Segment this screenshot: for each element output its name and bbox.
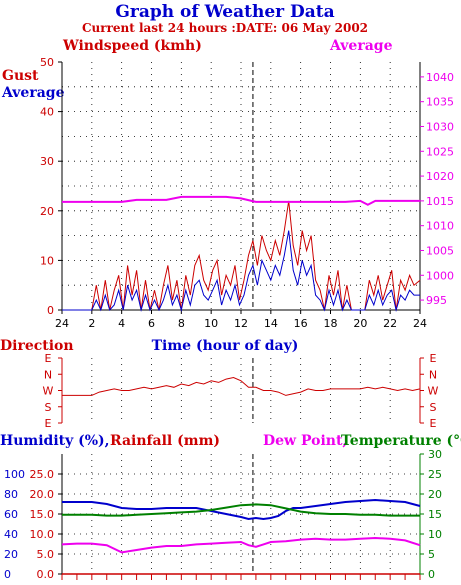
y2-tick-label: 1015 [426,195,454,208]
average-left-label: Average [1,85,65,101]
chart-subtitle: Current last 24 hours :DATE: 06 May 2002 [82,21,368,35]
series-line-blue [62,230,420,312]
direction-line [62,376,421,396]
x-tick-label: 8 [178,317,185,330]
y-tick-label: 20 [40,205,54,218]
rainfall-tick-label: 0.0 [37,568,55,581]
temperature-tick-label: 15 [428,508,442,521]
chart-title: Graph of Weather Data [115,2,334,22]
rainfall-label: Rainfall (mm) [110,433,220,449]
x-tick-label: 16 [294,317,308,330]
dir-tick-label-left: N [44,368,52,381]
y-tick-label: 0 [47,304,54,317]
x-tick-label: 20 [353,317,367,330]
average-right-label: Average [329,38,393,54]
humidity-tick-label: 80 [4,488,18,501]
time-axis-label: Time (hour of day) [152,338,299,354]
temperature-label: Temperature (°C) [341,433,461,449]
series-line-blue [62,498,421,521]
y2-tick-label: 1035 [426,96,454,109]
rainfall-tick-label: 15.0 [30,508,55,521]
rainfall-tick-label: 25.0 [30,468,55,481]
y-tick-label: 50 [40,56,54,69]
y2-tick-label: 995 [426,294,447,307]
dir-tick-label-left: S [45,401,52,414]
temperature-tick-label: 10 [428,528,442,541]
x-tick-label: 24 [55,317,69,330]
x-tick-label: 22 [383,317,397,330]
windspeed-label: Windspeed (kmh) [62,38,202,54]
y-tick-label: 40 [40,106,54,119]
humidity-tick-label: 0 [4,568,11,581]
dir-tick-label-right: N [429,368,437,381]
temperature-tick-label: 25 [428,468,442,481]
humidity-tick-label: 60 [4,508,18,521]
dir-tick-label-right: E [430,417,437,430]
humidity-tick-label: 20 [4,548,18,561]
dir-tick-label-left: E [45,417,52,430]
dir-tick-label-right: S [430,401,437,414]
dir-tick-label-right: E [430,352,437,365]
series-line-magenta [62,195,420,206]
y2-tick-label: 1005 [426,244,454,257]
dir-tick-label-right: W [428,385,439,398]
series-line-magenta [61,536,421,554]
y2-tick-label: 1020 [426,170,454,183]
dir-tick-label-left: E [45,352,52,365]
rainfall-tick-label: 10.0 [30,528,55,541]
dew-point-label: Dew Point, [263,433,347,449]
y2-tick-label: 1030 [426,120,454,133]
x-tick-label: 2 [88,317,95,330]
dir-tick-label-left: W [43,385,54,398]
y2-tick-label: 1025 [426,145,454,158]
rainfall-tick-label: 20.0 [30,488,55,501]
humidity-tick-label: 100 [4,468,25,481]
y-tick-label: 30 [40,155,54,168]
y2-tick-label: 1000 [426,269,454,282]
y2-tick-label: 1010 [426,220,454,233]
series-line-red [62,200,421,311]
x-tick-label: 24 [413,317,427,330]
y-tick-label: 10 [40,254,54,267]
x-tick-label: 6 [148,317,155,330]
temperature-tick-label: 20 [428,488,442,501]
x-tick-label: 4 [118,317,125,330]
humidity-label: Humidity (%), [0,433,110,449]
temperature-tick-label: 5 [428,548,435,561]
temperature-tick-label: 0 [428,568,435,581]
series-line-green [62,503,420,517]
direction-label: Direction [0,338,74,354]
gust-label: Gust [2,68,39,84]
x-tick-label: 12 [234,317,248,330]
x-tick-label: 18 [324,317,338,330]
temperature-tick-label: 30 [428,448,442,461]
rainfall-tick-label: 5.0 [37,548,55,561]
humidity-tick-label: 40 [4,528,18,541]
x-tick-label: 14 [264,317,278,330]
x-tick-label: 10 [204,317,218,330]
y2-tick-label: 1040 [426,71,454,84]
